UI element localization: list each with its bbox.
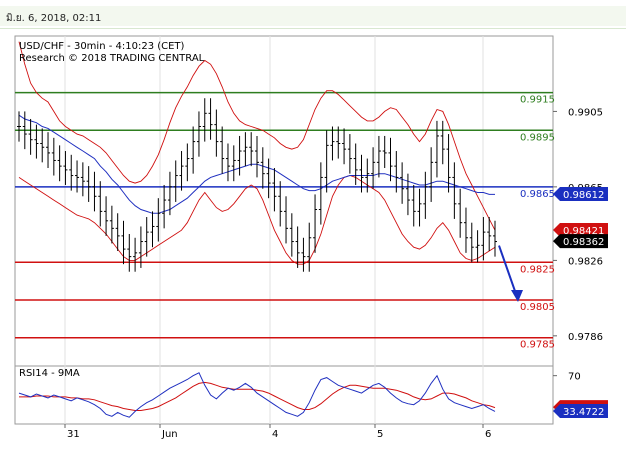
level-label-1: 0.9895 xyxy=(520,132,555,143)
rsi-ma-line xyxy=(19,381,496,411)
lower-band-line xyxy=(18,175,496,265)
ma-tag-box xyxy=(553,187,608,202)
series xyxy=(17,41,523,302)
rsi-panel-frame xyxy=(14,365,554,425)
projection-arrow-line xyxy=(498,245,517,295)
rsi-label: RSI14 - 9MA xyxy=(19,368,80,379)
top-bar-strip xyxy=(0,6,626,26)
main-panel-frame xyxy=(14,35,554,367)
upper-band-tag-text: 0.98421 xyxy=(563,226,604,237)
projection-arrow-head xyxy=(511,290,523,302)
last-price-tag-box xyxy=(553,234,608,249)
chart-subtitle: Research © 2018 TRADING CENTRAL xyxy=(19,53,205,64)
x-tick-label-4: 6 xyxy=(485,429,491,440)
level-label-2: 0.9865 xyxy=(520,189,555,200)
y-tick-label-2: 0.9826 xyxy=(568,256,603,267)
x-tick-label-1: Jun xyxy=(161,429,178,440)
x-tick-label-0: 31 xyxy=(67,429,80,440)
rsi-tick-label-0: 70 xyxy=(568,372,581,383)
level-label-4: 0.9805 xyxy=(520,302,555,313)
x-tick-label-2: 4 xyxy=(272,429,278,440)
last-price-tag-text: 0.98362 xyxy=(563,237,604,248)
y-tick-label-3: 0.9786 xyxy=(568,332,603,343)
rsi-tag-box xyxy=(553,403,608,418)
upper-band-line xyxy=(18,41,496,231)
rsi-series xyxy=(18,372,496,418)
level-label-0: 0.9915 xyxy=(520,95,555,106)
level-label-5: 0.9785 xyxy=(520,340,555,351)
rsi-tag-text: 33.4722 xyxy=(563,407,604,418)
timestamp: มิ.ย. 6, 2018, 02:11 xyxy=(6,13,102,24)
x-tick-label-3: 5 xyxy=(377,429,383,440)
y-tick-label-0: 0.9905 xyxy=(568,107,603,118)
chart-title: USD/CHF - 30min - 4:10:23 (CET) xyxy=(19,41,185,52)
upper-band-tag-box xyxy=(553,223,608,238)
ma-tag-text: 0.98612 xyxy=(563,190,604,201)
levels: 0.9915 0.9895 0.9865 0.9825 0.9805 0.9785 xyxy=(15,91,555,351)
rsi-line xyxy=(18,372,496,418)
top-bar: มิ.ย. 6, 2018, 02:11 xyxy=(0,0,626,29)
level-label-3: 0.9825 xyxy=(520,264,555,275)
